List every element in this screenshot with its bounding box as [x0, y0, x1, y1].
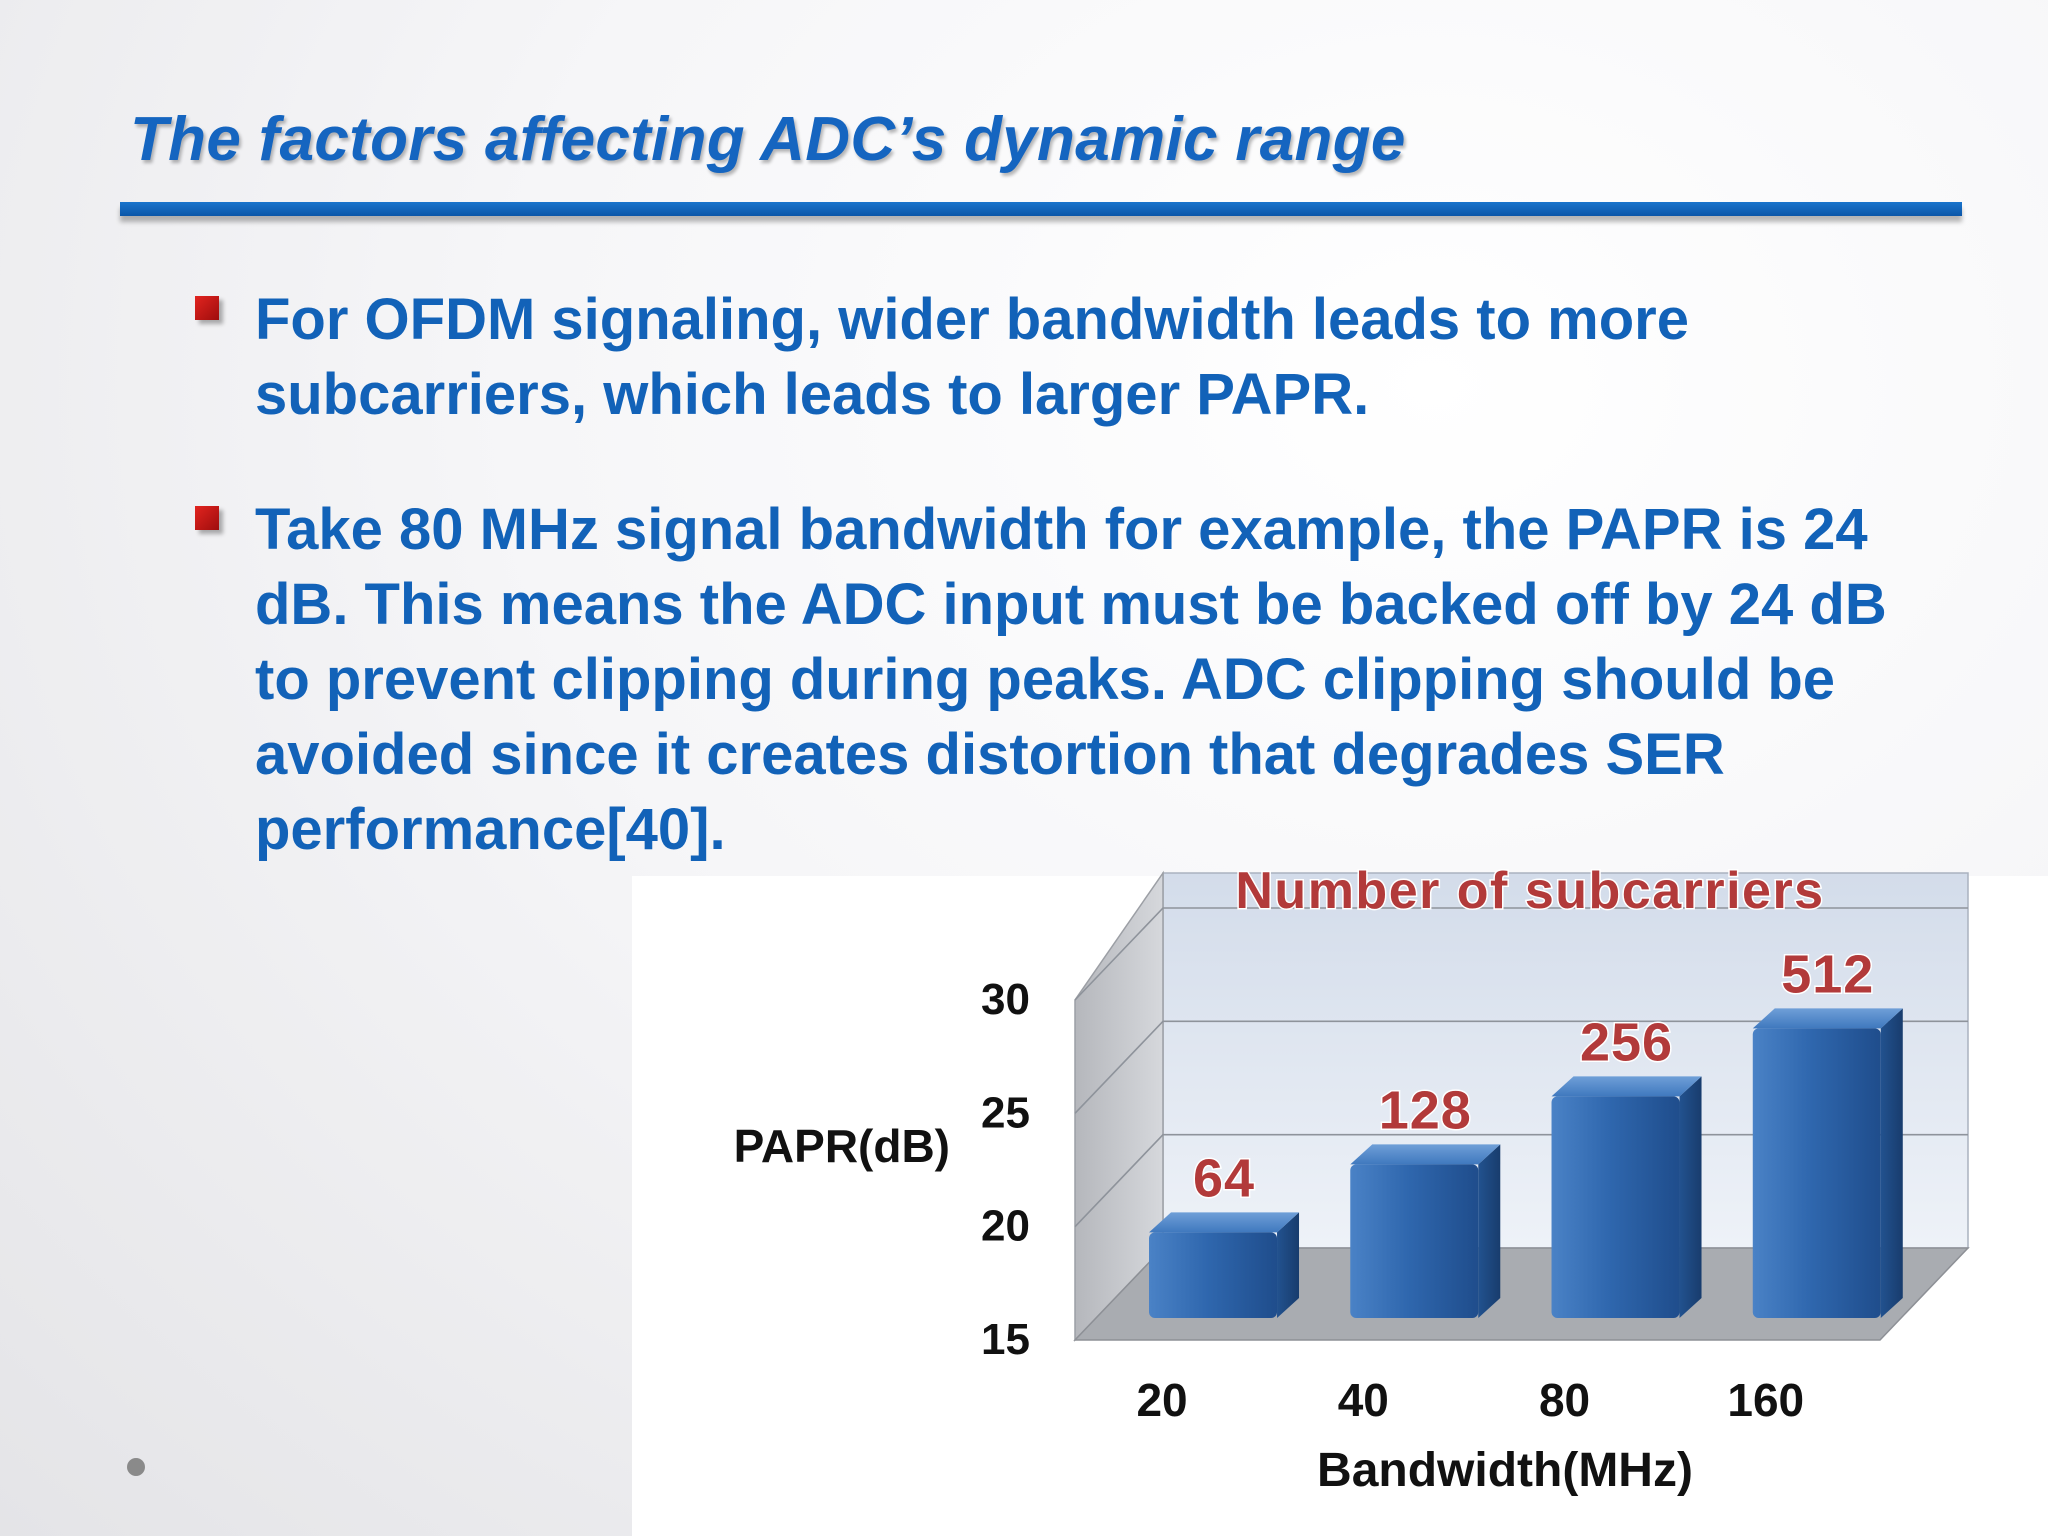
bullet-text: For OFDM signaling, wider bandwidth lead…: [255, 287, 1689, 427]
x-tick-label: 80: [1539, 1374, 1590, 1426]
y-axis-label: PAPR(dB): [734, 1120, 950, 1172]
gridline: [1074, 907, 1968, 1001]
square-bullet-icon: [195, 506, 219, 530]
chart-title: Number of subcarriers: [1235, 862, 1824, 920]
slide-indicator-dot: [127, 1458, 145, 1476]
title-underline: [120, 202, 1962, 216]
y-tick-label: 30: [981, 975, 1030, 1024]
x-tick-label: 40: [1338, 1374, 1389, 1426]
bullet-item: For OFDM signaling, wider bandwidth lead…: [195, 282, 1955, 432]
y-tick-label: 15: [981, 1315, 1030, 1364]
y-tick-label: 20: [981, 1202, 1030, 1251]
bar-top: [1149, 1212, 1300, 1233]
bar-side: [1880, 1008, 1903, 1318]
bar-side: [1277, 1212, 1300, 1318]
bar: [1551, 1096, 1680, 1318]
square-bullet-icon: [195, 296, 219, 320]
bar-side: [1478, 1144, 1501, 1318]
gridline: [1074, 1020, 1968, 1114]
bar-side: [1679, 1076, 1702, 1318]
bullet-text: Take 80 MHz signal bandwidth for example…: [255, 497, 1887, 862]
bar: [1752, 1028, 1881, 1318]
bullet-item: Take 80 MHz signal bandwidth for example…: [195, 492, 1955, 867]
data-label: 128: [1379, 1080, 1472, 1140]
slide-title: The factors affecting ADC’s dynamic rang…: [130, 105, 1406, 174]
data-label: 512: [1781, 944, 1874, 1004]
bar-top: [1752, 1008, 1903, 1029]
x-tick-label: 20: [1136, 1374, 1187, 1426]
bar-top: [1551, 1076, 1702, 1097]
bar-top: [1350, 1144, 1501, 1165]
y-tick-label: 25: [981, 1088, 1030, 1137]
data-label: 64: [1193, 1148, 1255, 1208]
x-tick-label: 160: [1727, 1374, 1804, 1426]
x-axis-label: Bandwidth(MHz): [1317, 1444, 1693, 1497]
data-label: 256: [1580, 1012, 1673, 1072]
bar: [1350, 1164, 1479, 1318]
chart-marks: 64 20 128 40 256 80 512 160: [1136, 943, 1903, 1426]
bar: [1149, 1232, 1278, 1318]
